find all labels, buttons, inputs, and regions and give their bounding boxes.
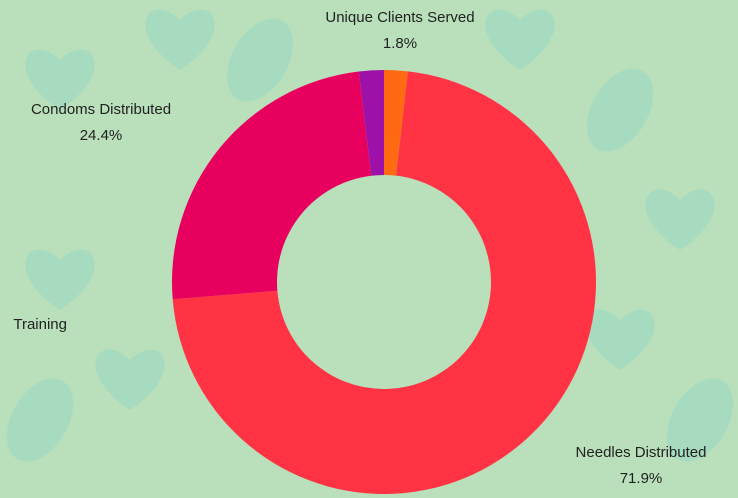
value-label: 71.9% [620,470,663,487]
chart: Unique Clients Served 1.8% Needles Distrib… [0,0,738,498]
slice-label: Training [13,316,67,333]
value-label: 1.8% [383,35,417,52]
slice-label: Unique Clients Served [325,9,474,26]
value-label: 24.4% [80,127,123,144]
slice-label: Condoms Distributed [31,101,171,118]
slice-label: Needles Distributed [576,444,707,461]
